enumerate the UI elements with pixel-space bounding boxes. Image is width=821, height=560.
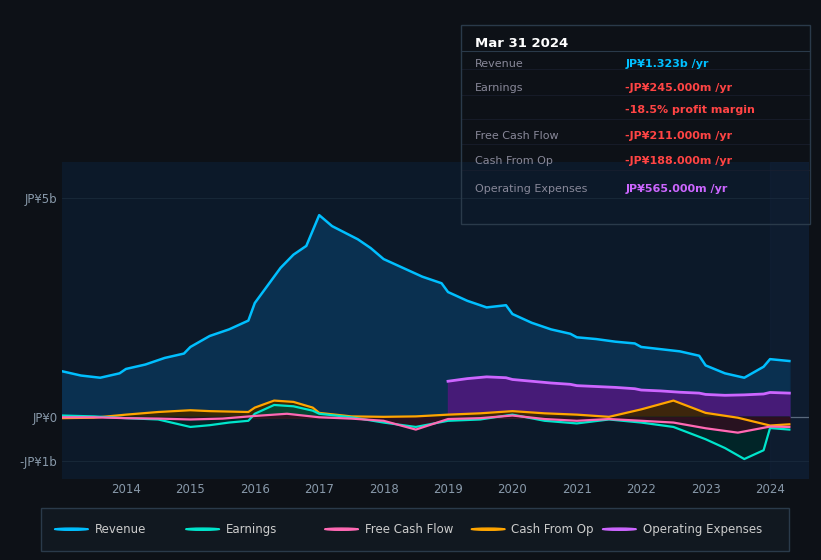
Circle shape [54, 528, 89, 530]
Text: JP¥1.323b /yr: JP¥1.323b /yr [626, 59, 709, 69]
Circle shape [603, 528, 636, 530]
Circle shape [471, 528, 505, 530]
Text: Operating Expenses: Operating Expenses [475, 184, 588, 194]
Text: Revenue: Revenue [94, 522, 146, 536]
Text: -JP¥245.000m /yr: -JP¥245.000m /yr [626, 83, 732, 93]
Text: Mar 31 2024: Mar 31 2024 [475, 37, 569, 50]
Bar [770, 162, 809, 479]
Circle shape [324, 528, 359, 530]
Text: -JP¥188.000m /yr: -JP¥188.000m /yr [626, 156, 732, 166]
Text: JP¥565.000m /yr: JP¥565.000m /yr [626, 184, 727, 194]
Text: Free Cash Flow: Free Cash Flow [475, 130, 559, 141]
Text: -JP¥211.000m /yr: -JP¥211.000m /yr [626, 130, 732, 141]
Text: Cash From Op: Cash From Op [475, 156, 553, 166]
Text: Revenue: Revenue [475, 59, 524, 69]
Text: Cash From Op: Cash From Op [511, 522, 594, 536]
Text: Free Cash Flow: Free Cash Flow [365, 522, 453, 536]
Circle shape [186, 528, 219, 530]
Text: Operating Expenses: Operating Expenses [643, 522, 762, 536]
Text: -18.5% profit margin: -18.5% profit margin [626, 105, 755, 115]
FancyBboxPatch shape [40, 508, 789, 552]
Text: Earnings: Earnings [475, 83, 524, 93]
Text: Earnings: Earnings [226, 522, 277, 536]
